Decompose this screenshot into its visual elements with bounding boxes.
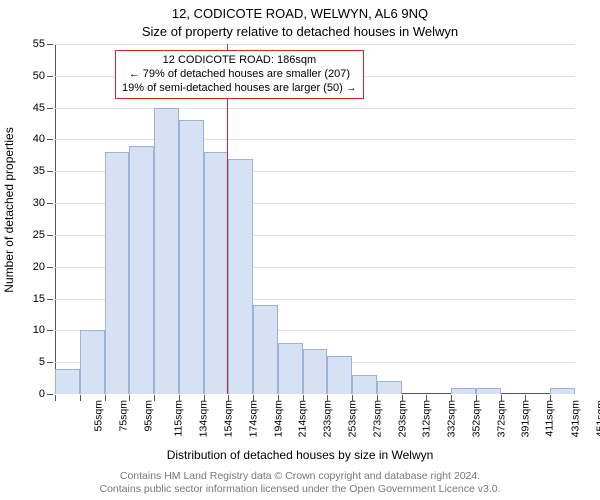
- plot-inner: 051015202530354045505555sqm75sqm95sqm115…: [55, 44, 575, 394]
- histogram-bar: [550, 388, 575, 394]
- x-tick-label: 55sqm: [93, 400, 105, 432]
- x-tick: [55, 395, 56, 401]
- x-tick: [426, 395, 427, 401]
- x-tick: [377, 395, 378, 401]
- histogram-bar: [228, 159, 253, 394]
- x-tick: [501, 395, 502, 401]
- x-tick-label: 233sqm: [322, 400, 334, 437]
- histogram-bar: [278, 343, 303, 394]
- x-tick-label: 293sqm: [396, 400, 408, 437]
- histogram-bar: [476, 388, 501, 394]
- x-tick-label: 95sqm: [142, 400, 154, 432]
- y-tick-label: 40: [33, 133, 55, 145]
- x-tick-label: 134sqm: [198, 400, 210, 437]
- y-tick-label: 55: [33, 38, 55, 50]
- gridline: [55, 44, 575, 45]
- x-tick-label: 451sqm: [594, 400, 600, 437]
- histogram-bar: [377, 381, 402, 394]
- x-tick: [352, 395, 353, 401]
- x-tick: [476, 395, 477, 401]
- annotation-line: ← 79% of detached houses are smaller (20…: [122, 68, 357, 82]
- histogram-bar: [154, 108, 179, 394]
- x-tick-label: 431sqm: [569, 400, 581, 437]
- gridline: [55, 108, 575, 109]
- histogram-bar: [129, 146, 154, 394]
- x-tick-label: 332sqm: [445, 400, 457, 437]
- histogram-bar: [253, 305, 278, 394]
- x-tick-label: 214sqm: [297, 400, 309, 437]
- histogram-bar: [327, 356, 352, 394]
- x-tick-label: 273sqm: [371, 400, 383, 437]
- x-tick: [154, 395, 155, 401]
- footer-line-2: Contains public sector information licen…: [0, 483, 600, 496]
- histogram-bar: [352, 375, 377, 394]
- x-tick: [451, 395, 452, 401]
- annotation-box: 12 CODICOTE ROAD: 186sqm← 79% of detache…: [115, 50, 364, 99]
- x-tick: [105, 395, 106, 401]
- y-tick-label: 25: [33, 229, 55, 241]
- histogram-bar: [204, 152, 229, 394]
- histogram-bar: [179, 120, 204, 394]
- histogram-bar: [105, 152, 130, 394]
- y-tick-label: 0: [39, 388, 55, 400]
- y-tick-label: 10: [33, 324, 55, 336]
- x-tick: [525, 395, 526, 401]
- property-size-chart: 12, CODICOTE ROAD, WELWYN, AL6 9NQ Size …: [0, 0, 600, 500]
- histogram-bar: [451, 388, 476, 394]
- x-tick-label: 75sqm: [118, 400, 130, 432]
- footer-line-1: Contains HM Land Registry data © Crown c…: [0, 470, 600, 483]
- x-axis-label: Distribution of detached houses by size …: [0, 448, 600, 462]
- histogram-bar: [55, 369, 80, 394]
- x-tick-label: 174sqm: [247, 400, 259, 437]
- y-tick-label: 50: [33, 70, 55, 82]
- x-tick-label: 115sqm: [172, 400, 184, 437]
- x-tick-label: 253sqm: [346, 400, 358, 437]
- annotation-line: 19% of semi-detached houses are larger (…: [122, 82, 357, 96]
- y-tick-label: 5: [39, 356, 55, 368]
- chart-footer: Contains HM Land Registry data © Crown c…: [0, 470, 600, 496]
- y-tick-label: 15: [33, 293, 55, 305]
- annotation-line: 12 CODICOTE ROAD: 186sqm: [122, 54, 357, 68]
- x-tick-label: 194sqm: [272, 400, 284, 437]
- chart-address-title: 12, CODICOTE ROAD, WELWYN, AL6 9NQ: [0, 6, 600, 21]
- x-tick: [550, 395, 551, 401]
- plot-area: 051015202530354045505555sqm75sqm95sqm115…: [55, 44, 575, 394]
- y-axis-line: [55, 44, 56, 394]
- x-tick: [253, 395, 254, 401]
- x-tick-label: 391sqm: [520, 400, 532, 437]
- histogram-bar: [80, 330, 105, 394]
- x-tick: [179, 395, 180, 401]
- x-tick: [204, 395, 205, 401]
- x-tick: [228, 395, 229, 401]
- histogram-bar: [303, 349, 328, 394]
- x-tick-label: 372sqm: [495, 400, 507, 437]
- y-tick-label: 30: [33, 197, 55, 209]
- y-tick-label: 45: [33, 102, 55, 114]
- x-tick-label: 411sqm: [544, 400, 556, 437]
- x-tick: [303, 395, 304, 401]
- y-axis-label: Number of detached properties: [2, 127, 16, 292]
- x-tick-label: 154sqm: [223, 400, 235, 437]
- x-tick-label: 352sqm: [470, 400, 482, 437]
- x-tick: [402, 395, 403, 401]
- gridline: [55, 139, 575, 140]
- chart-subtitle: Size of property relative to detached ho…: [0, 24, 600, 39]
- x-tick: [129, 395, 130, 401]
- x-tick-label: 312sqm: [421, 400, 433, 437]
- y-tick-label: 20: [33, 261, 55, 273]
- x-tick: [80, 395, 81, 401]
- x-tick: [327, 395, 328, 401]
- x-tick: [278, 395, 279, 401]
- y-tick-label: 35: [33, 165, 55, 177]
